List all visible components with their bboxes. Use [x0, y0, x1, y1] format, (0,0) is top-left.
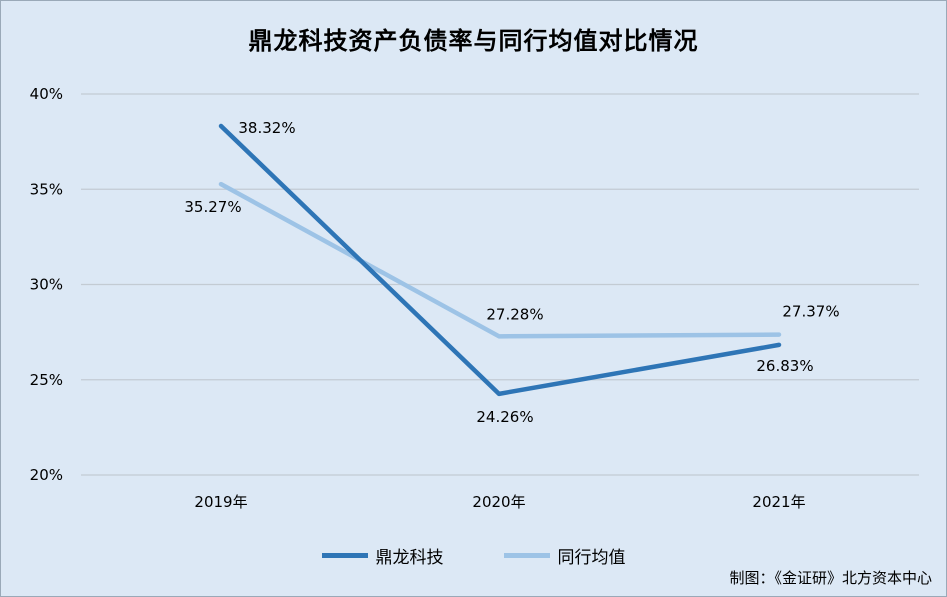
legend: 鼎龙科技 同行均值	[1, 543, 946, 568]
y-tick-label: 30%	[30, 276, 63, 294]
data-label-series-2: 27.37%	[782, 303, 839, 321]
legend-label-series-2: 同行均值	[557, 548, 626, 568]
source-note: 制图：《金证研》北方资本中心	[729, 569, 932, 587]
y-tick-label: 25%	[30, 371, 63, 389]
data-label-series-2: 35.27%	[184, 198, 241, 216]
x-tick-label: 2019年	[194, 493, 247, 511]
chart-title: 鼎龙科技资产负债率与同行均值对比情况	[248, 27, 699, 55]
series-line-2	[218, 181, 782, 339]
x-tick-label: 2021年	[752, 493, 805, 511]
series-line-1	[218, 123, 782, 397]
legend-label-series-1: 鼎龙科技	[375, 548, 444, 568]
legend-swatch-series-2	[503, 553, 550, 558]
data-label-series-2: 27.28%	[486, 305, 543, 323]
y-tick-label: 20%	[30, 466, 63, 484]
legend-item-series-1: 鼎龙科技	[321, 543, 444, 568]
y-tick-label: 35%	[30, 180, 63, 198]
legend-swatch-series-1	[321, 553, 368, 558]
data-label-series-1: 38.32%	[238, 119, 295, 137]
data-label-series-1: 26.83%	[756, 357, 813, 375]
y-tick-label: 40%	[30, 85, 63, 103]
legend-item-series-2: 同行均值	[503, 543, 626, 568]
x-tick-label: 2020年	[472, 493, 525, 511]
data-label-series-1: 24.26%	[476, 408, 533, 426]
